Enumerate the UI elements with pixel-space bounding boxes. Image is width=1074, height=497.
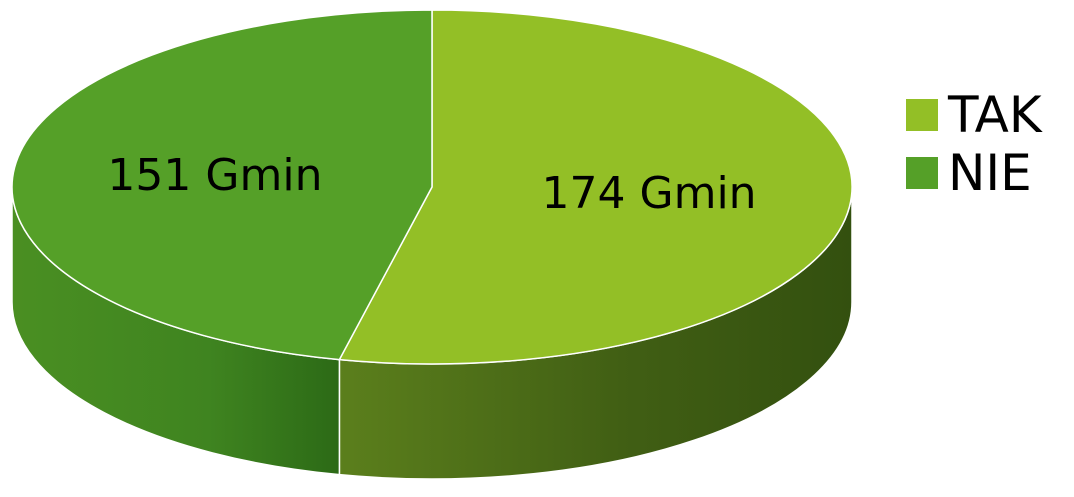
legend-label-tak: TAK bbox=[948, 86, 1042, 144]
legend: TAK NIE bbox=[906, 86, 1042, 202]
legend-swatch-tak bbox=[906, 99, 938, 131]
legend-swatch-nie bbox=[906, 157, 938, 189]
legend-item-tak: TAK bbox=[906, 86, 1042, 144]
pie-chart: 174 Gmin 151 Gmin bbox=[11, 9, 853, 480]
pie-slice-tak bbox=[338, 9, 853, 365]
legend-label-nie: NIE bbox=[948, 144, 1032, 202]
data-label-tak: 174 Gmin bbox=[542, 168, 757, 219]
legend-item-nie: NIE bbox=[906, 144, 1042, 202]
pie-slice-nie bbox=[11, 9, 433, 361]
data-label-nie: 151 Gmin bbox=[107, 150, 322, 201]
